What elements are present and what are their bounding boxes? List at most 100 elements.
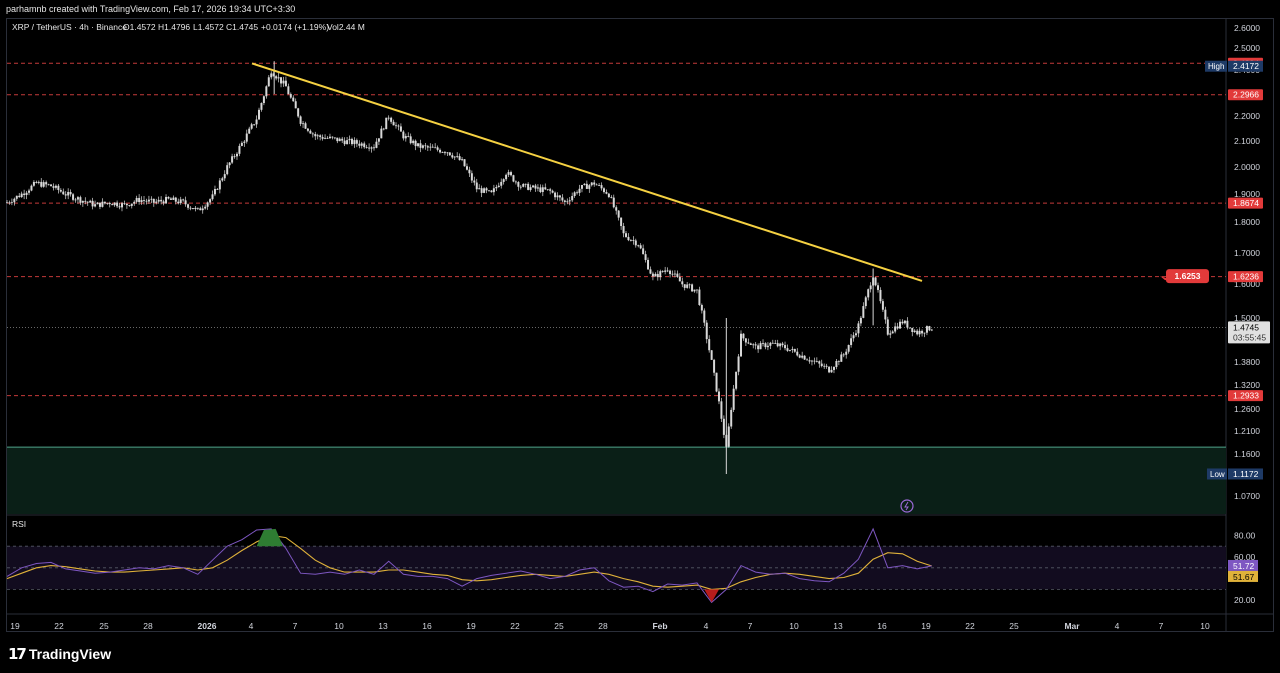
rsi-tick-label: 80.00 bbox=[1234, 530, 1256, 540]
candle-body bbox=[683, 284, 686, 288]
candle-body bbox=[879, 289, 882, 302]
candle-body bbox=[98, 202, 101, 207]
countdown-label: 03:55:45 bbox=[1233, 332, 1266, 342]
candle-body bbox=[727, 426, 730, 447]
candle-body bbox=[145, 200, 148, 202]
candle-body bbox=[578, 188, 581, 193]
date-tick-label: 19 bbox=[921, 621, 931, 631]
candle-body bbox=[184, 200, 187, 205]
candle-body bbox=[258, 109, 261, 120]
candle-body bbox=[894, 326, 897, 332]
candle-body bbox=[615, 207, 618, 211]
support-zone[interactable] bbox=[7, 447, 1226, 514]
candle-body bbox=[336, 137, 339, 142]
candle-body bbox=[835, 361, 838, 368]
candle-body bbox=[461, 159, 464, 161]
candle-body bbox=[255, 119, 258, 125]
descending-trendline[interactable] bbox=[251, 62, 923, 282]
candle-body bbox=[918, 330, 921, 335]
candle-body bbox=[818, 361, 821, 364]
candle-body bbox=[8, 202, 11, 204]
candle-body bbox=[35, 181, 38, 183]
candle-body bbox=[708, 339, 711, 351]
date-tick-label: 7 bbox=[1159, 621, 1164, 631]
candle-body bbox=[138, 197, 141, 202]
candle-body bbox=[409, 136, 412, 144]
candle-body bbox=[864, 297, 867, 307]
candle-body bbox=[803, 355, 806, 360]
candle-body bbox=[370, 147, 373, 149]
candle-body bbox=[152, 198, 155, 203]
candle-body bbox=[125, 203, 128, 206]
candle-body bbox=[280, 77, 283, 84]
candle-body bbox=[899, 321, 902, 329]
alert-lightning-icon[interactable] bbox=[900, 499, 914, 513]
candle-body bbox=[510, 172, 513, 176]
candle-body bbox=[830, 369, 833, 373]
candle-body bbox=[502, 179, 505, 182]
candle-body bbox=[874, 277, 877, 286]
candle-body bbox=[896, 326, 899, 329]
candle-body bbox=[169, 198, 172, 200]
candle-body bbox=[86, 201, 89, 203]
candle-body bbox=[324, 137, 327, 139]
candle-body bbox=[862, 306, 865, 318]
candle-body bbox=[304, 123, 307, 129]
date-tick-label: 10 bbox=[334, 621, 344, 631]
candle-body bbox=[218, 180, 221, 190]
candle-body bbox=[213, 188, 216, 195]
candle-body bbox=[216, 188, 219, 190]
candle-body bbox=[240, 142, 243, 146]
candle-body bbox=[253, 124, 256, 126]
candle-body bbox=[358, 143, 361, 146]
candle-body bbox=[23, 193, 26, 196]
candle-body bbox=[397, 125, 400, 127]
level-tag-label: 2.2966 bbox=[1233, 90, 1259, 100]
candle-body bbox=[527, 183, 530, 190]
candle-body bbox=[791, 348, 794, 350]
date-tick-label: 22 bbox=[510, 621, 520, 631]
candle-body bbox=[747, 342, 750, 344]
candle-body bbox=[925, 326, 928, 333]
candle-body bbox=[439, 149, 442, 153]
price-tick-label: 1.0700 bbox=[1234, 491, 1260, 501]
candle-body bbox=[580, 185, 583, 189]
candle-body bbox=[106, 202, 109, 204]
candle-body bbox=[571, 196, 574, 201]
candle-body bbox=[651, 273, 654, 277]
candle-body bbox=[676, 273, 679, 277]
candle-body bbox=[235, 153, 238, 157]
candle-body bbox=[294, 101, 297, 109]
candle-body bbox=[84, 200, 87, 202]
candle-body bbox=[556, 195, 559, 198]
candle-body bbox=[135, 197, 138, 202]
candle-body bbox=[275, 76, 278, 79]
candle-body bbox=[744, 338, 747, 343]
candle-body bbox=[810, 360, 813, 362]
rsi-line[interactable] bbox=[6, 527, 932, 604]
tradingview-brand[interactable]: 17 TradingView bbox=[8, 645, 111, 663]
candle-body bbox=[211, 194, 214, 200]
callout-box[interactable] bbox=[1166, 269, 1209, 284]
candle-body bbox=[703, 310, 706, 323]
candle-body bbox=[382, 128, 385, 130]
legend-close: C1.4745 bbox=[226, 22, 258, 32]
candle-body bbox=[632, 240, 635, 241]
candle-body bbox=[583, 183, 586, 186]
candle-body bbox=[798, 355, 801, 358]
candle-body bbox=[536, 187, 539, 189]
candle-body bbox=[292, 97, 295, 102]
candle-body bbox=[395, 125, 398, 127]
candle-body bbox=[130, 203, 133, 206]
candle-body bbox=[705, 322, 708, 340]
candle-body bbox=[179, 199, 182, 204]
last-price-label: 1.4745 bbox=[1233, 322, 1259, 332]
candle-body bbox=[162, 201, 165, 204]
candle-body bbox=[541, 187, 544, 192]
price-tick-label: 1.1600 bbox=[1234, 449, 1260, 459]
candle-body bbox=[15, 195, 18, 199]
candle-body bbox=[740, 333, 742, 357]
candle-body bbox=[108, 202, 111, 205]
price-tick-label: 2.1000 bbox=[1234, 136, 1260, 146]
